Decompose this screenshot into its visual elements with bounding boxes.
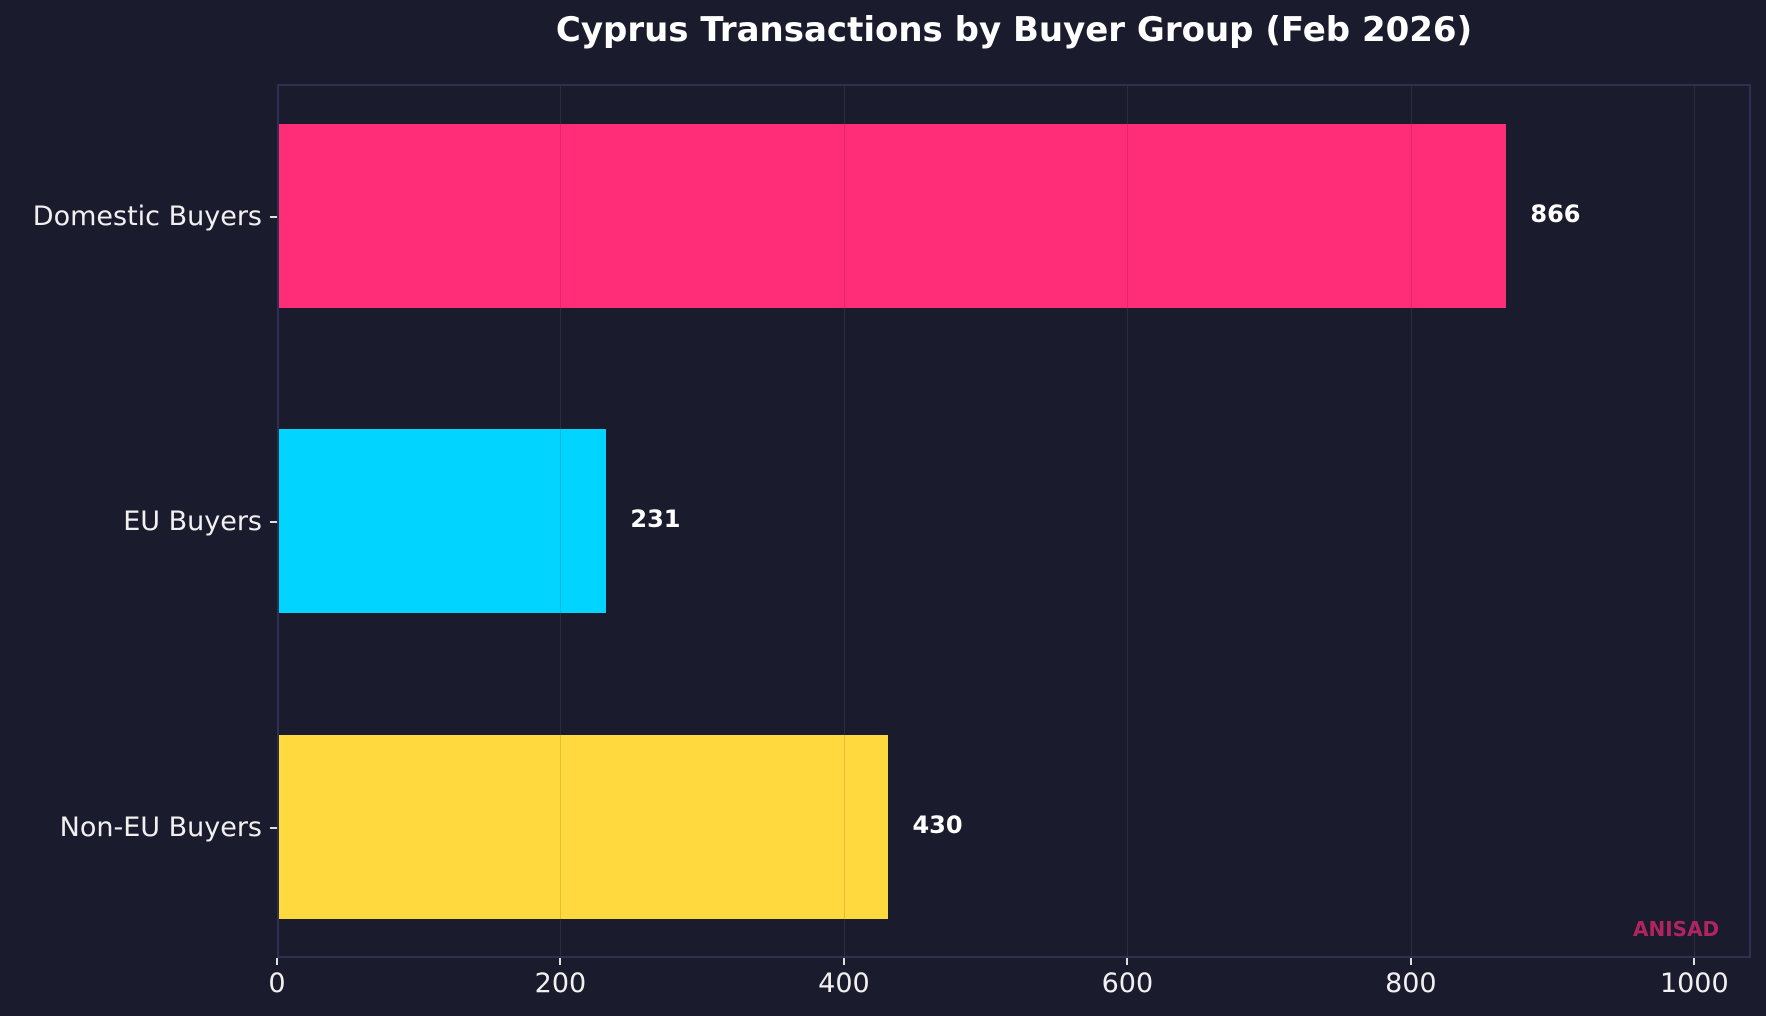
x-tick-label: 400 (818, 968, 870, 999)
bar-non-eu-buyers (279, 735, 889, 919)
watermark-text: ANISAD (1633, 917, 1720, 941)
x-tick-mark (1409, 958, 1412, 965)
x-gridline (1127, 86, 1129, 956)
x-tick-mark (559, 958, 562, 965)
x-tick-mark (842, 958, 845, 965)
x-tick-mark (1126, 958, 1129, 965)
x-gridline (1410, 86, 1412, 956)
x-tick-mark (276, 958, 278, 965)
y-tick-mark (270, 521, 277, 523)
x-gridline (1694, 86, 1696, 956)
y-tick-mark (270, 216, 277, 218)
bar-domestic-buyers (279, 124, 1507, 308)
x-tick-label: 200 (534, 968, 587, 999)
chart-title: Cyprus Transactions by Buyer Group (Feb … (555, 10, 1473, 50)
plot-area (277, 84, 1751, 958)
x-tick-label: 0 (268, 968, 286, 999)
y-tick-label: Non-EU Buyers (59, 812, 262, 843)
bar-value-label: 430 (912, 811, 963, 839)
x-tick-label: 1000 (1659, 968, 1729, 999)
y-tick-mark (270, 827, 277, 829)
bar-value-label: 866 (1530, 200, 1581, 228)
y-tick-label: EU Buyers (123, 506, 262, 537)
bar-eu-buyers (279, 429, 607, 613)
x-tick-label: 600 (1101, 968, 1154, 999)
x-tick-label: 800 (1385, 968, 1437, 999)
x-tick-mark (1693, 958, 1696, 965)
bar-value-label: 231 (630, 505, 681, 533)
x-gridline (843, 86, 845, 956)
y-tick-label: Domestic Buyers (32, 201, 262, 232)
